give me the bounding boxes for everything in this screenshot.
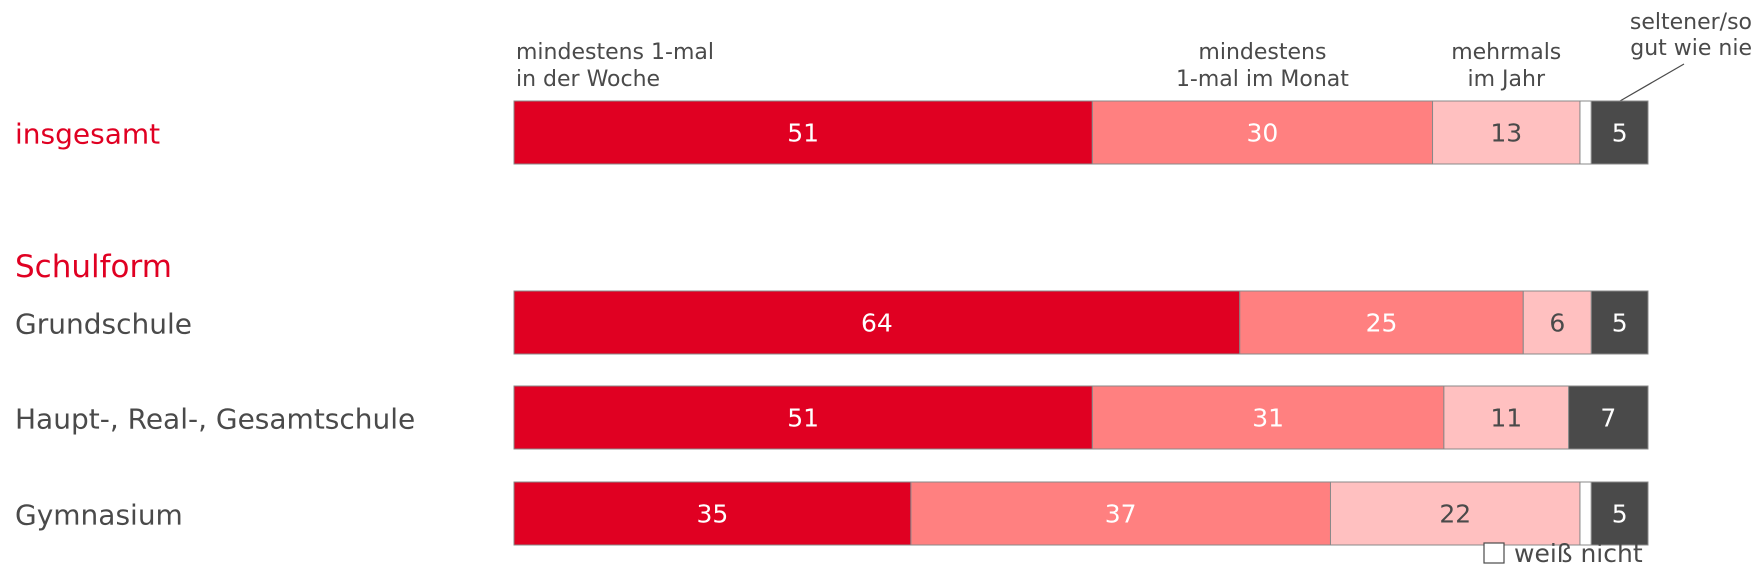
value-label: 5 [1612, 119, 1628, 148]
bar-segment [1239, 290, 1524, 355]
value-label: 25 [1366, 309, 1398, 338]
bar-segment [513, 385, 1093, 450]
value-label: 30 [1247, 119, 1279, 148]
bar-segment [1432, 100, 1581, 165]
bar-segment [513, 481, 912, 546]
value-label: 35 [697, 500, 729, 529]
series-header: in der Woche [516, 67, 660, 92]
bar-segment [513, 290, 1241, 355]
bar-segment [1568, 385, 1649, 450]
bar-segment [1590, 481, 1649, 546]
footnote-legend: weiß nicht [1483, 539, 1643, 568]
value-label: 51 [787, 404, 819, 433]
value-label: 11 [1490, 404, 1522, 433]
series-header: mehrmals [1451, 40, 1561, 65]
bar-segment [1091, 100, 1434, 165]
bar-segment [910, 481, 1331, 546]
bar-segment [513, 100, 1093, 165]
leader-line [1619, 63, 1685, 102]
value-label: 37 [1105, 500, 1137, 529]
legend-swatch [1483, 542, 1505, 564]
value-label: 7 [1600, 404, 1616, 433]
row-label: Haupt-, Real-, Gesamtschule [15, 403, 415, 436]
value-label: 64 [861, 309, 893, 338]
series-header: mindestens 1-mal [516, 40, 714, 65]
value-label: 5 [1612, 309, 1628, 338]
bar-segment [1590, 290, 1649, 355]
value-label: 31 [1252, 404, 1284, 433]
chart-rows: insgesamt 51 30 13 5 Grundschule 64 25 6 5 Haupt-,… [15, 100, 1649, 546]
row-label: Grundschule [15, 308, 192, 341]
row-label: Gymnasium [15, 499, 183, 532]
bar-segment [1091, 385, 1445, 450]
value-label: 6 [1549, 309, 1565, 338]
series-header: gut wie nie [1630, 36, 1752, 61]
series-header: im Jahr [1468, 67, 1546, 92]
group-label: Schulform [15, 249, 172, 285]
series-header: 1-mal im Monat [1176, 67, 1349, 92]
legend-label: weiß nicht [1514, 539, 1643, 568]
group-labels: Schulform [15, 249, 172, 285]
bar-segment [1590, 100, 1649, 165]
value-label: 22 [1439, 500, 1471, 529]
series-header: seltener/so [1630, 10, 1752, 35]
bar-segment [1522, 290, 1592, 355]
series-header: mindestens [1198, 40, 1326, 65]
bar-segment [1329, 481, 1581, 546]
value-label: 5 [1612, 500, 1628, 529]
value-label: 51 [787, 119, 819, 148]
row-label: insgesamt [15, 118, 160, 151]
bar-segment [1579, 100, 1592, 165]
value-label: 13 [1490, 119, 1522, 148]
bar-segment [1579, 481, 1592, 546]
